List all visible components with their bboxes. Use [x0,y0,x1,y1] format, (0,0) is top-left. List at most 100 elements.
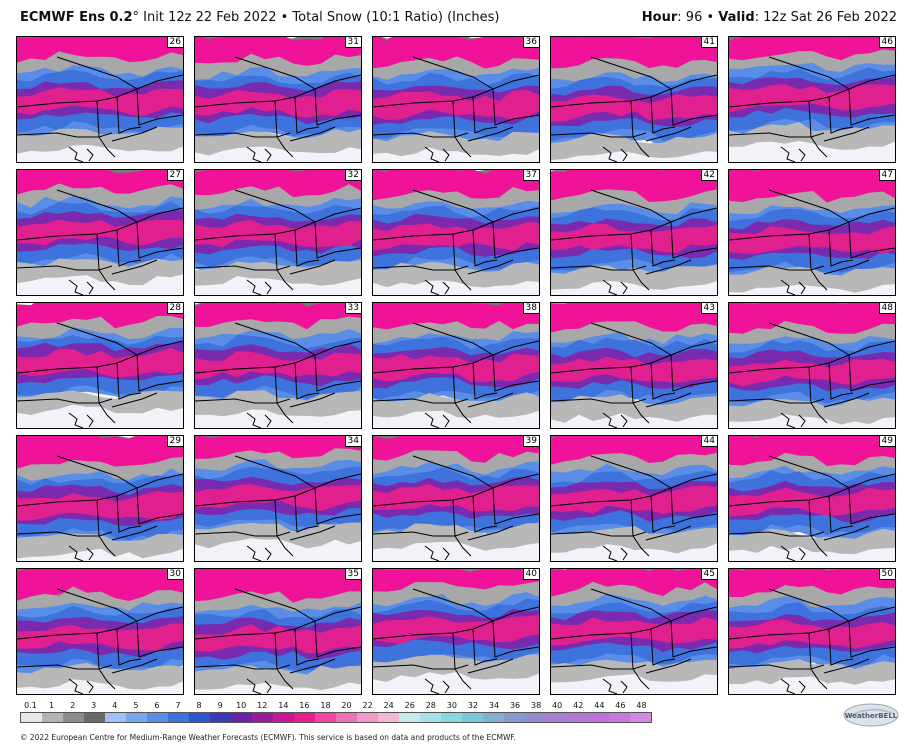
legend-tick-label: 3 [91,701,97,710]
legend-tick-label: 10 [236,701,247,710]
legend-tick-label: 40 [552,701,563,710]
ensemble-member-panel: 34 [194,435,362,562]
ensemble-member-panel: 33 [194,302,362,429]
snowfall-map [729,37,895,162]
legend-tick-label: 30 [446,701,457,710]
legend-tick-label: 0.1 [24,701,37,710]
legend-swatch [189,713,210,722]
member-number-label: 26 [166,37,183,48]
degree-mark: ° [132,10,140,25]
hour-value: : 96 [677,10,703,25]
ensemble-member-panel: 44 [550,435,718,562]
legend-swatch [42,713,63,722]
legend-swatch [294,713,315,722]
valid-bullet: • [702,10,719,25]
legend-swatch [84,713,105,722]
snowfall-map [195,436,361,561]
model-name: ECMWF Ens 0.2 [20,10,133,25]
snowfall-map [373,170,539,295]
legend-tick-label: 34 [488,701,500,710]
ensemble-member-panel: 26 [16,36,184,163]
legend-swatch [420,713,441,722]
ensemble-panel-grid: 26 31 36 41 46 27 32 37 42 47 28 33 38 43 48 29 34 39 44 49… [16,36,896,696]
member-number-label: 28 [166,303,183,314]
legend-swatch [21,713,42,722]
legend-tick-label: 36 [509,701,521,710]
legend-swatch [378,713,399,722]
member-number-label: 33 [344,303,361,314]
legend-swatch [504,713,525,722]
legend-swatch [210,713,231,722]
snowfall-map [373,303,539,428]
legend-swatch [609,713,630,722]
member-number-label: 45 [700,569,717,580]
member-number-label: 42 [700,170,717,181]
snowfall-map [17,569,183,694]
ensemble-member-panel: 50 [728,568,896,695]
legend-swatch [147,713,168,722]
legend-swatch [126,713,147,722]
legend-swatch [399,713,420,722]
ensemble-member-panel: 48 [728,302,896,429]
legend-tick-label: 28 [425,701,436,710]
legend-tick-label: 38 [531,701,542,710]
ensemble-member-panel: 47 [728,169,896,296]
legend-tick-label: 2 [70,701,76,710]
color-legend: 0.1 1 2 3 4 5 6 7 8 9 10 12 14 16 18 20 22 24 26 28 30 32 34 36… [20,700,652,728]
legend-swatch [630,713,651,722]
snowfall-map [729,170,895,295]
legend-swatch [546,713,567,722]
legend-swatch [63,713,84,722]
legend-tick-label: 18 [320,701,331,710]
legend-tick-label: 4 [112,701,118,710]
snowfall-map [551,569,717,694]
title-bullet: • [276,10,293,25]
member-number-label: 49 [878,436,895,447]
snowfall-map [17,37,183,162]
legend-tick-label: 24 [383,701,394,710]
snowfall-map [373,37,539,162]
ensemble-member-panel: 28 [16,302,184,429]
legend-swatch [357,713,378,722]
member-number-label: 39 [522,436,539,447]
legend-tick-label: 16 [299,701,310,710]
ensemble-member-panel: 40 [372,568,540,695]
legend-swatch [315,713,336,722]
snowfall-map [551,170,717,295]
valid-label: Valid [718,10,755,25]
snowfall-map [551,303,717,428]
valid-value: : 12z Sat 26 Feb 2022 [754,10,897,25]
product-name: Total Snow (10:1 Ratio) (Inches) [292,10,500,25]
ensemble-member-panel: 27 [16,169,184,296]
legend-tick-label: 8 [196,701,202,710]
ensemble-member-panel: 38 [372,302,540,429]
member-number-label: 40 [522,569,539,580]
ensemble-member-panel: 45 [550,568,718,695]
legend-swatch [588,713,609,722]
member-number-label: 46 [878,37,895,48]
member-number-label: 47 [878,170,895,181]
snowfall-map [195,37,361,162]
valid-time: Hour: 96 • Valid: 12z Sat 26 Feb 2022 [642,10,897,25]
member-number-label: 36 [522,37,539,48]
snowfall-map [17,436,183,561]
member-number-label: 32 [344,170,361,181]
member-number-label: 30 [166,569,183,580]
legend-swatch [273,713,294,722]
legend-swatch [231,713,252,722]
legend-tick-label: 44 [594,701,605,710]
map-title: ECMWF Ens 0.2° Init 12z 22 Feb 2022 • To… [20,10,499,25]
legend-swatch [483,713,504,722]
ensemble-member-panel: 41 [550,36,718,163]
member-number-label: 29 [166,436,183,447]
legend-tick-label: 12 [257,701,268,710]
snowfall-map [17,170,183,295]
legend-tick-label: 1 [49,701,55,710]
logo-text: WeatherBELL [845,712,898,720]
copyright-footer: © 2022 European Centre for Medium-Range … [20,733,516,742]
snowfall-map [729,303,895,428]
ensemble-member-panel: 42 [550,169,718,296]
legend-tick-label: 22 [362,701,373,710]
snowfall-map [195,170,361,295]
legend-tick-label: 32 [467,701,479,710]
